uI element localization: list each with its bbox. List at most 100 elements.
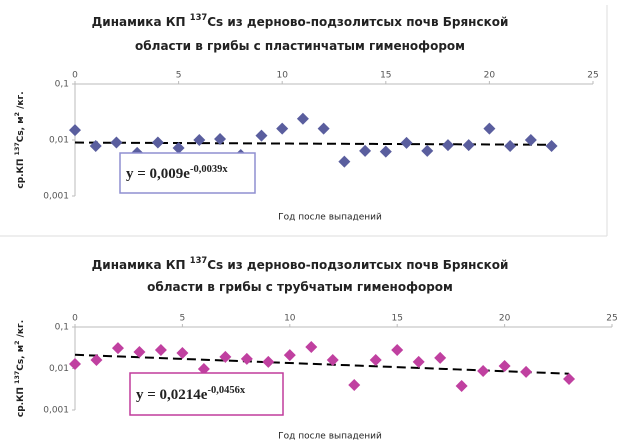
y-axis-label: ср.КП 137Cs, м2 /кг. (14, 320, 26, 417)
y-tick-label: 0,001 (43, 406, 69, 416)
x-tick-label: 15 (380, 71, 391, 81)
point (441, 139, 454, 152)
point (498, 359, 511, 372)
text-part: ср.КП (16, 384, 26, 417)
trendline (74, 141, 552, 146)
equation-box (129, 372, 284, 416)
point (69, 124, 81, 137)
text-part: Cs из дерново-подзолитсых почв Брянской (207, 15, 508, 29)
text-part: 137 (190, 12, 208, 22)
point (483, 122, 496, 135)
y-tick-label: 0,1 (55, 323, 69, 333)
x-tick-label: 15 (391, 314, 402, 324)
point (305, 340, 318, 353)
text-part: Cs, м (16, 116, 26, 142)
text-part: -0,0039x (190, 164, 228, 175)
point (338, 155, 351, 168)
y-tick-label: 0,001 (43, 192, 69, 202)
point (379, 145, 392, 158)
point (262, 355, 275, 368)
x-tick-label: 5 (176, 71, 182, 81)
point (317, 122, 330, 135)
point (90, 354, 103, 367)
text-part: ср.КП (16, 155, 26, 188)
trendline (74, 353, 570, 375)
point (391, 343, 404, 356)
equation: y = 0,0214e-0,0456x (136, 385, 246, 404)
point (504, 140, 517, 153)
point (214, 133, 227, 146)
point (369, 354, 382, 367)
equation: y = 0,009e-0,0039x (126, 164, 228, 183)
x-tick-label: 10 (284, 314, 296, 324)
point (520, 365, 533, 378)
point (172, 141, 185, 154)
text-part: y = 0,0214e (136, 387, 208, 403)
x-axis-label: Год после выпадений (278, 432, 382, 442)
point (69, 358, 81, 371)
chart-title: области в грибы с пластинчатым гименофор… (135, 39, 465, 53)
point (276, 122, 289, 135)
text-part: области в грибы с пластинчатым гименофор… (135, 39, 465, 53)
point (240, 352, 253, 365)
point (455, 379, 468, 392)
point (151, 136, 164, 149)
x-tick-label: 20 (484, 71, 496, 81)
point (434, 351, 447, 364)
point (133, 345, 146, 358)
point (255, 129, 268, 142)
text-part: 137 (14, 142, 21, 155)
text-part: -0,0456x (207, 385, 245, 396)
text-part: 2 (14, 341, 21, 345)
point (219, 350, 232, 363)
text-part: 137 (190, 255, 208, 265)
text-part: Cs из дерново-подзолитсых почв Брянской (207, 258, 508, 272)
x-axis-label: Год после выпадений (278, 213, 382, 223)
point (296, 112, 309, 125)
text-part: области в грибы с трубчатым гименофором (147, 280, 453, 294)
point (176, 347, 189, 360)
point (197, 363, 210, 376)
chart-title: области в грибы с трубчатым гименофором (147, 280, 453, 294)
point (545, 140, 558, 153)
x-tick-label: 25 (606, 314, 617, 324)
point (477, 365, 490, 378)
text-part: Динамика КП (92, 258, 190, 272)
text-part: /кг. (16, 91, 26, 112)
point (348, 379, 361, 392)
point (524, 134, 537, 146)
chart-title: Динамика КП 137Cs из дерново-подзолитсых… (92, 12, 509, 29)
point (412, 355, 425, 368)
y-axis-label: ср.КП 137Cs, м2 /кг. (14, 91, 26, 188)
point (421, 144, 434, 157)
point (359, 144, 372, 157)
point (193, 134, 206, 146)
point (154, 343, 167, 356)
x-tick-label: 0 (72, 314, 78, 324)
x-tick-label: 10 (276, 71, 288, 81)
point (326, 354, 339, 367)
text-part: /кг. (16, 320, 26, 341)
x-tick-label: 20 (499, 314, 511, 324)
y-tick-label: 0,01 (49, 136, 69, 146)
point (89, 140, 102, 153)
text-part: Динамика КП (92, 15, 190, 29)
point (563, 372, 576, 385)
y-tick-label: 0,1 (55, 80, 69, 90)
text-part: 2 (14, 112, 21, 116)
x-tick-label: 5 (180, 314, 186, 324)
text-part: y = 0,009e (126, 166, 190, 182)
text-part: 137 (14, 371, 21, 384)
x-tick-label: 25 (587, 71, 598, 81)
y-tick-label: 0,01 (49, 364, 69, 374)
chart-title: Динамика КП 137Cs из дерново-подзолитсых… (92, 255, 509, 272)
point (111, 342, 124, 355)
point (110, 136, 123, 149)
point (283, 349, 296, 362)
point (462, 139, 475, 152)
x-tick-label: 0 (72, 71, 78, 81)
text-part: Cs, м (16, 345, 26, 371)
equation-box (119, 152, 256, 194)
point (400, 136, 413, 149)
